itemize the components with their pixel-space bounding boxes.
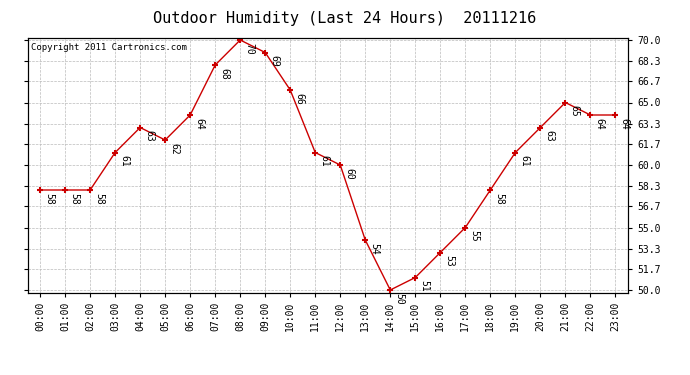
Text: 64: 64 <box>195 118 204 129</box>
Text: 58: 58 <box>495 193 504 204</box>
Text: 51: 51 <box>420 280 429 292</box>
Text: 64: 64 <box>620 118 629 129</box>
Text: 54: 54 <box>369 243 380 255</box>
Text: 66: 66 <box>295 93 304 105</box>
Text: 61: 61 <box>319 155 329 167</box>
Text: Outdoor Humidity (Last 24 Hours)  20111216: Outdoor Humidity (Last 24 Hours) 2011121… <box>153 11 537 26</box>
Text: 62: 62 <box>169 143 179 154</box>
Text: 63: 63 <box>544 130 555 142</box>
Text: 53: 53 <box>444 255 455 267</box>
Text: 58: 58 <box>69 193 79 204</box>
Text: 70: 70 <box>244 43 255 54</box>
Text: 61: 61 <box>520 155 529 167</box>
Text: 60: 60 <box>344 168 355 180</box>
Text: 50: 50 <box>395 293 404 304</box>
Text: 58: 58 <box>44 193 55 204</box>
Text: 68: 68 <box>219 68 229 80</box>
Text: 63: 63 <box>144 130 155 142</box>
Text: Copyright 2011 Cartronics.com: Copyright 2011 Cartronics.com <box>30 43 186 52</box>
Text: 65: 65 <box>569 105 580 117</box>
Text: 69: 69 <box>269 55 279 67</box>
Text: 64: 64 <box>595 118 604 129</box>
Text: 61: 61 <box>119 155 129 167</box>
Text: 55: 55 <box>469 230 480 242</box>
Text: 58: 58 <box>95 193 104 204</box>
